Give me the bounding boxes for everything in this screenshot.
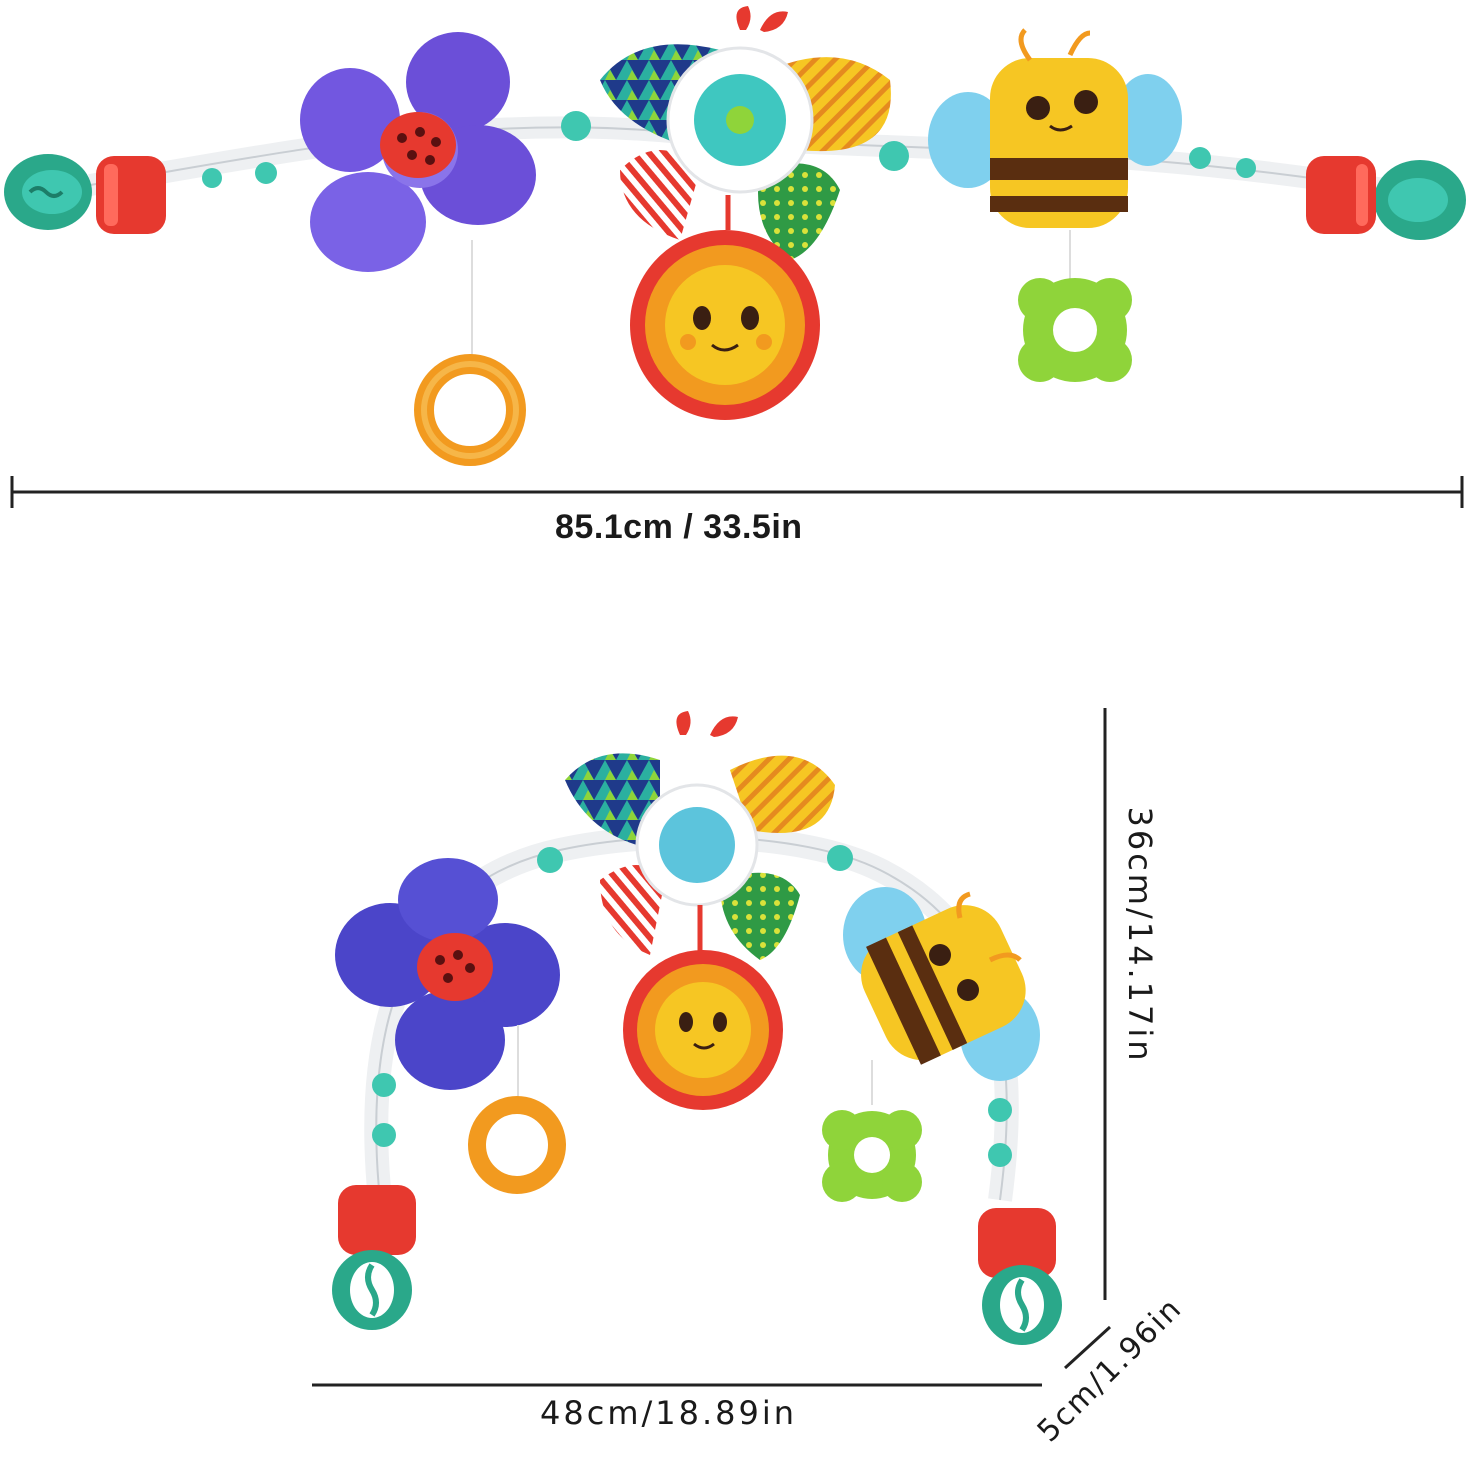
sunflower-rattle	[630, 230, 820, 420]
right-clip	[561, 111, 1466, 240]
fabric-flower-center	[600, 6, 891, 260]
arch-right-clip	[978, 1208, 1062, 1345]
arch-sunflower-rattle	[623, 950, 783, 1110]
depth-dimension-line	[1063, 1325, 1112, 1370]
arch-snail-teether-ring	[468, 1096, 566, 1194]
purple-spinner-flower	[300, 32, 536, 370]
green-flower-teether	[1018, 278, 1132, 382]
bee-toy	[928, 28, 1182, 280]
length-label: 85.1cm / 33.5in	[555, 508, 803, 546]
width-label: 48cm/18.89in	[540, 1394, 798, 1432]
arch-left-clip	[332, 1185, 416, 1330]
snail-teether-ring	[414, 354, 526, 466]
arch-bee-toy	[843, 887, 1040, 1105]
left-clip	[4, 154, 277, 234]
length-dimension-line	[10, 476, 1464, 508]
height-label: 36cm/14.17in	[1121, 806, 1159, 1064]
arch-green-flower-teether	[822, 1110, 922, 1202]
arch-purple-spinner-flower	[335, 858, 560, 1100]
arch-fabric-flower-center	[565, 711, 835, 960]
